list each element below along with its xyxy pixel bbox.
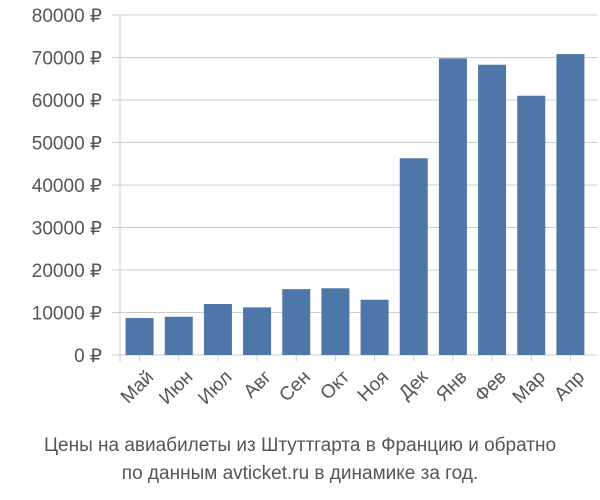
bar-3 — [203, 304, 232, 355]
y-tick-label: 70000 ₽ — [32, 49, 102, 70]
chart-caption: Цены на авиабилеты из Штуттгарта в Франц… — [0, 432, 600, 488]
x-tick-label: Сен — [275, 367, 314, 406]
x-tick-label: Мар — [509, 367, 550, 408]
y-tick-label: 60000 ₽ — [32, 91, 102, 112]
y-tick-label: 0 ₽ — [74, 346, 102, 367]
y-tick-label: 30000 ₽ — [32, 219, 102, 240]
x-tick-label: Май — [117, 367, 158, 408]
grid-lines — [112, 14, 597, 362]
bar-7 — [360, 299, 389, 355]
y-tick-label: 50000 ₽ — [32, 134, 102, 155]
bar-5 — [282, 289, 311, 355]
bar-12 — [556, 54, 585, 355]
x-tick-label: Дек — [395, 366, 433, 404]
x-tick-label: Янв — [432, 367, 471, 406]
x-tick-label: Июн — [155, 367, 197, 409]
x-tick-label: Окт — [317, 367, 355, 405]
y-tick-label: 10000 ₽ — [32, 304, 102, 325]
bar-2 — [164, 316, 193, 355]
y-tick-label: 40000 ₽ — [32, 176, 102, 197]
x-tick-label: Авг — [240, 367, 276, 403]
x-tick-label: Июл — [194, 367, 236, 409]
x-tick-label: Фев — [471, 367, 511, 407]
x-tick-label: Апр — [550, 367, 589, 406]
bar-1 — [125, 318, 154, 355]
y-tick-label: 20000 ₽ — [32, 261, 102, 282]
caption-line-1: Цены на авиабилеты из Штуттгарта в Франц… — [43, 435, 557, 456]
x-tick-label: Ноя — [354, 367, 393, 406]
bar-8 — [399, 158, 428, 355]
bar-10 — [478, 64, 507, 355]
y-tick-label: 80000 ₽ — [32, 6, 102, 27]
bar-6 — [321, 288, 350, 355]
bar-4 — [243, 307, 272, 355]
price-chart: 0 ₽ 10000 ₽ 20000 ₽ 30000 ₽ 40000 ₽ 50000 ₽ 60… — [32, 6, 597, 409]
caption-line-2: по данным avticket.ru в динамике за год. — [121, 463, 479, 484]
y-axis-ticks: 0 ₽ 10000 ₽ 20000 ₽ 30000 ₽ 40000 ₽ 50000 ₽ 60… — [32, 6, 102, 367]
bars — [125, 54, 585, 355]
bar-11 — [517, 95, 546, 355]
bar-9 — [438, 58, 467, 355]
